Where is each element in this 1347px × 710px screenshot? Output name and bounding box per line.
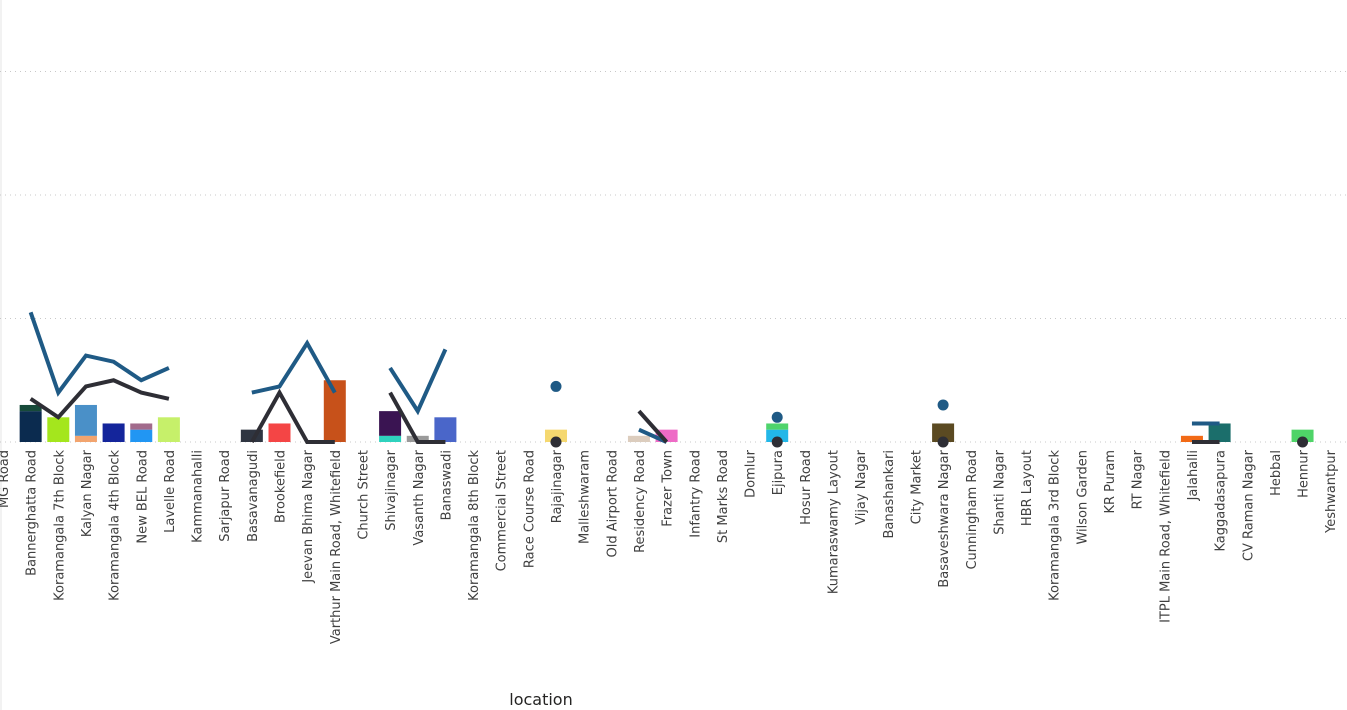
bar-brookefield-seg-0[interactable] [268,423,291,442]
bar-koramangala-7th-block-seg-0[interactable] [47,417,70,442]
series-0-line-4[interactable] [638,427,668,444]
x-tick-label: Ejipura [771,450,786,495]
x-tick-label: Hebbal [1269,450,1284,496]
bar-varthur-main-road-whitefield-seg-0[interactable] [323,380,346,442]
series-0-point-5[interactable] [771,411,783,423]
x-tick-label: Lavelle Road [163,450,178,533]
x-tick-label: MG Road [0,450,12,508]
x-tick-label: Domlur [744,449,759,497]
series-1-line-0[interactable] [29,378,170,420]
series-1-line-1[interactable] [250,388,335,444]
bar-banaswadi-seg-0[interactable] [434,417,457,442]
x-tick-label: Residency Road [633,450,648,553]
x-tick-label: ITPL Main Road, Whitefield [1158,450,1173,623]
series-0-line-2[interactable] [388,348,448,416]
x-tick-label: Frazer Town [661,450,676,527]
x-tick-label: Kalyan Nagar [80,449,95,537]
bar-kalyan-nagar-seg-0[interactable] [74,435,97,442]
x-tick-label: Jalahalli [1186,450,1201,501]
x-tick-label: Shanti Nagar [992,449,1007,534]
x-tick-label: Kammanahalli [191,450,206,543]
x-tick-label: Vasanth Nagar [412,449,427,545]
bar-ejipura-seg-1[interactable] [766,423,789,430]
bar-basaveshwara-nagar-seg-0[interactable] [932,423,955,442]
x-tick-label: Hennur [1297,449,1312,497]
x-tick-label: Basaveshwara Nagar [937,449,952,587]
x-tick-label: St Marks Road [716,450,731,543]
x-tick-label: Koramangala 4th Block [108,450,123,601]
bar-bannerghatta-road-seg-0[interactable] [19,411,42,442]
x-tick-label: Jeevan Bhima Nagar [301,449,316,583]
series-1-point-8[interactable] [1297,436,1309,448]
bar-lavelle-road-seg-0[interactable] [157,417,180,442]
bar-hennur-seg-0[interactable] [1291,429,1314,442]
x-tick-label: Infantry Road [688,450,703,538]
x-tick-label: RT Nagar [1131,449,1146,509]
x-tick-label: Koramangala 7th Block [52,450,67,601]
x-tick-label: Old Airport Road [605,450,620,557]
x-tick-label: Malleshwaram [578,450,593,544]
x-tick-label: KR Puram [1103,450,1118,514]
bar-residency-road-seg-0[interactable] [627,435,650,442]
x-tick-label: Wilson Garden [1075,450,1090,545]
bar-koramangala-4th-block-seg-0[interactable] [102,423,125,442]
x-tick-label: Banashankari [882,450,897,539]
bar-new-bel-road-seg-1[interactable] [130,423,153,430]
x-tick-label: Kaggadasapura [1214,450,1229,552]
series-1-point-6[interactable] [937,436,949,448]
bar-bannerghatta-road-seg-1[interactable] [19,404,42,412]
x-tick-label: Koramangala 3rd Block [1048,450,1063,601]
series-1-point-5[interactable] [771,436,783,448]
x-tick-label: Commercial Street [495,450,510,571]
x-tick-label: New BEL Road [135,450,150,544]
x-tick-label: HBR Layout [1020,450,1035,526]
x-tick-label: Cunningham Road [965,450,980,570]
series-0-point-6[interactable] [937,399,949,411]
x-tick-label: City Market [909,450,924,524]
x-tick-label: Rajajinagar [550,449,565,523]
bar-new-bel-road-seg-0[interactable] [130,429,153,442]
series-1-line-4[interactable] [637,409,669,444]
series-0-line-0[interactable] [28,311,170,397]
x-tick-label: Yeshwantpur [1324,449,1339,534]
series-0-line-1[interactable] [251,339,337,395]
bar-kalyan-nagar-seg-1[interactable] [74,404,97,436]
x-axis-title: location [509,690,572,709]
bar-rajajinagar-seg-0[interactable] [545,429,567,442]
gridlines [0,71,1347,443]
x-tick-label: Race Course Road [522,450,537,568]
x-tick-label: Shivajinagar [384,449,399,530]
bar-shivajinagar-seg-1[interactable] [379,411,402,436]
bar-shivajinagar-seg-0[interactable] [379,435,402,442]
bar-kaggadasapura-seg-0[interactable] [1208,423,1231,442]
x-tick-label: Basavanagudi [246,450,261,542]
x-tick-label: Bannerghatta Road [25,450,40,576]
x-tick-label: Kumaraswamy Layout [827,450,842,594]
x-tick-label: Brookefield [274,450,289,523]
series-0-point-3[interactable] [550,380,562,392]
series-1-line-2[interactable] [388,391,446,444]
bar-ejipura-seg-0[interactable] [766,429,789,442]
x-tick-labels: MG Road Bannerghatta Road Koramangala 7th … [0,449,1339,644]
x-tick-label: Varthur Main Road, Whitefield [329,450,344,644]
x-tick-label: Vijay Nagar [854,449,869,525]
bars-layer [19,380,1314,442]
x-tick-label: Sarjapur Road [218,450,233,542]
x-tick-label: Church Street [356,450,371,540]
x-tick-label: CV Raman Nagar [1241,449,1256,561]
bar-jalahalli-seg-0[interactable] [1180,435,1203,442]
x-tick-label: Koramangala 8th Block [467,450,482,601]
x-tick-label: Hosur Road [799,450,814,525]
x-tick-label: Banaswadi [439,450,454,520]
lines-layer [28,311,1309,448]
series-1-point-3[interactable] [550,436,562,448]
